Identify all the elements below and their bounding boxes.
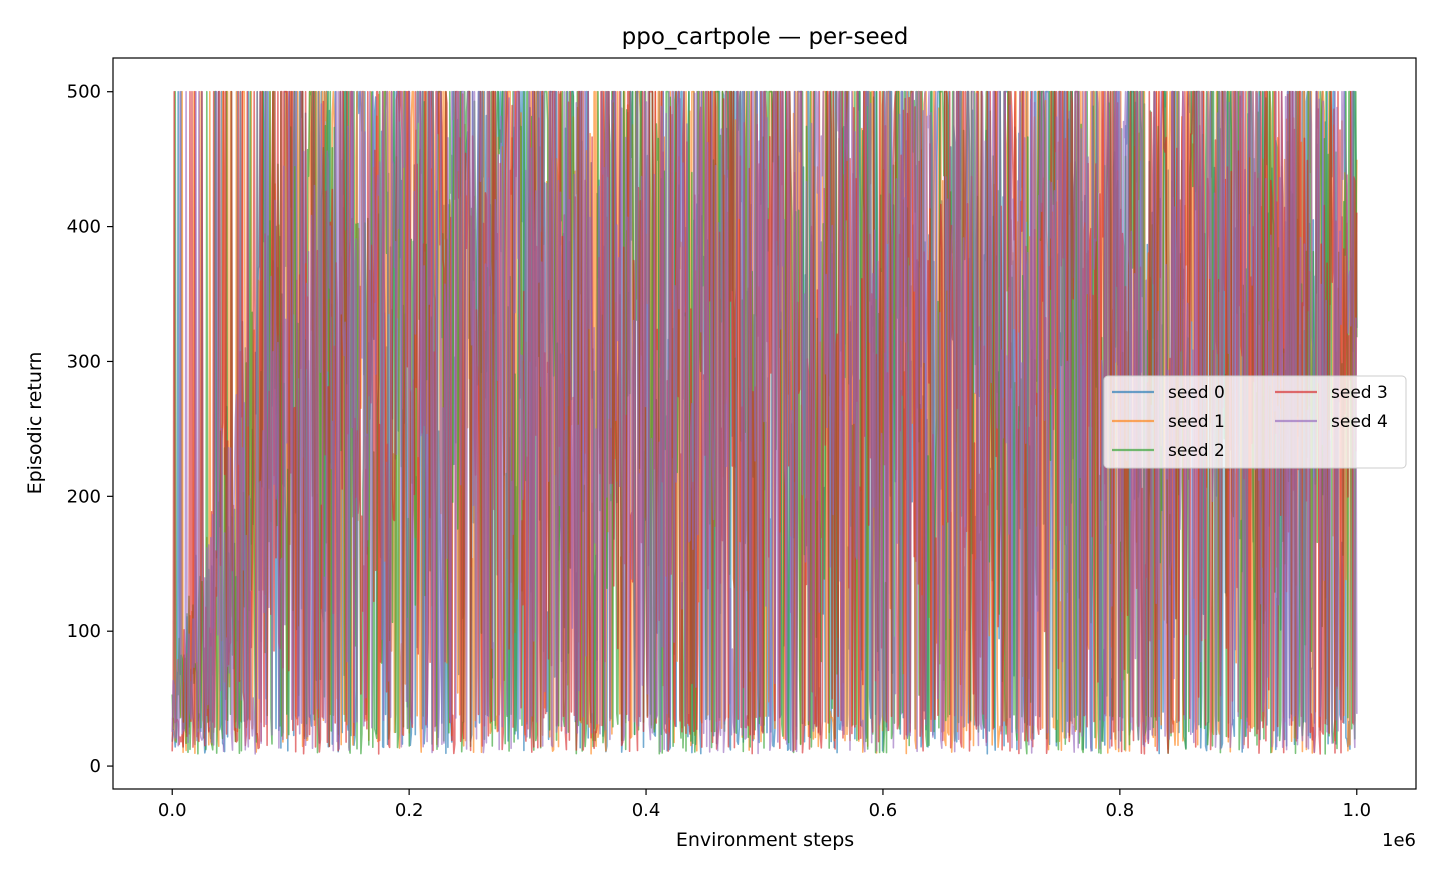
x-axis-offset-label: 1e6: [1382, 830, 1416, 851]
legend: seed 0 seed 1 seed 2 seed 3 seed 4: [1103, 375, 1407, 469]
series-layer: [171, 90, 1358, 755]
legend-box: [1103, 375, 1407, 469]
plot-frame: [112, 57, 1417, 790]
x-tick-label: 0.4: [632, 800, 661, 821]
legend-label: seed 2: [1168, 441, 1225, 461]
legend-label: seed 3: [1331, 383, 1388, 403]
y-tick-label: 200: [67, 486, 101, 507]
y-axis: 0 100 200 300 400 500: [67, 82, 113, 777]
x-axis-label: Environment steps: [676, 829, 854, 851]
chart-title: ppo_cartpole — per-seed: [622, 24, 909, 50]
y-tick-label: 400: [67, 217, 101, 238]
x-axis: 0.0 0.2 0.4 0.6 0.8 1.0: [158, 789, 1371, 821]
y-tick-label: 100: [67, 621, 101, 642]
legend-label: seed 1: [1168, 412, 1225, 432]
x-tick-label: 1.0: [1342, 800, 1371, 821]
legend-label: seed 4: [1331, 412, 1388, 432]
x-tick-label: 0.6: [869, 800, 898, 821]
y-tick-label: 300: [67, 351, 101, 372]
x-tick-label: 0.2: [395, 800, 424, 821]
y-axis-label: Episodic return: [24, 352, 46, 495]
y-tick-label: 500: [67, 82, 101, 103]
series-line-seed-4: [171, 90, 1358, 755]
y-tick-label: 0: [90, 756, 101, 777]
legend-label: seed 0: [1168, 383, 1225, 403]
x-tick-label: 0.8: [1106, 800, 1135, 821]
x-tick-label: 0.0: [158, 800, 187, 821]
